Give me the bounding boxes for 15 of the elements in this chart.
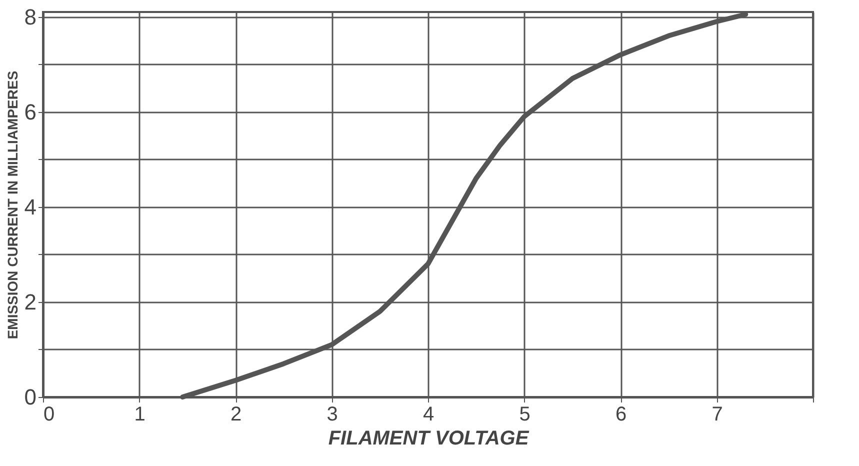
x-tick-label: 3 (326, 404, 338, 426)
x-tick-label: 5 (519, 404, 530, 426)
y-tick-label: 0 (24, 384, 36, 410)
x-tick-label: 0 (44, 404, 55, 426)
x-tick-label: 1 (134, 404, 146, 426)
y-axis-title: EMISSION CURRENT IN MILLIAMPERES (4, 70, 20, 340)
y-tick-label: 8 (24, 4, 36, 30)
y-tick-label: 2 (24, 289, 36, 314)
y-tick-label: 4 (24, 194, 36, 220)
x-tick-label: 2 (230, 404, 242, 426)
x-tick-label: 7 (712, 404, 723, 426)
x-tick-label: 4 (422, 404, 434, 426)
x-tick-label: 6 (615, 404, 627, 426)
x-axis-title: FILAMENT VOLTAGE (328, 428, 530, 450)
y-tick-label: 6 (24, 99, 36, 124)
